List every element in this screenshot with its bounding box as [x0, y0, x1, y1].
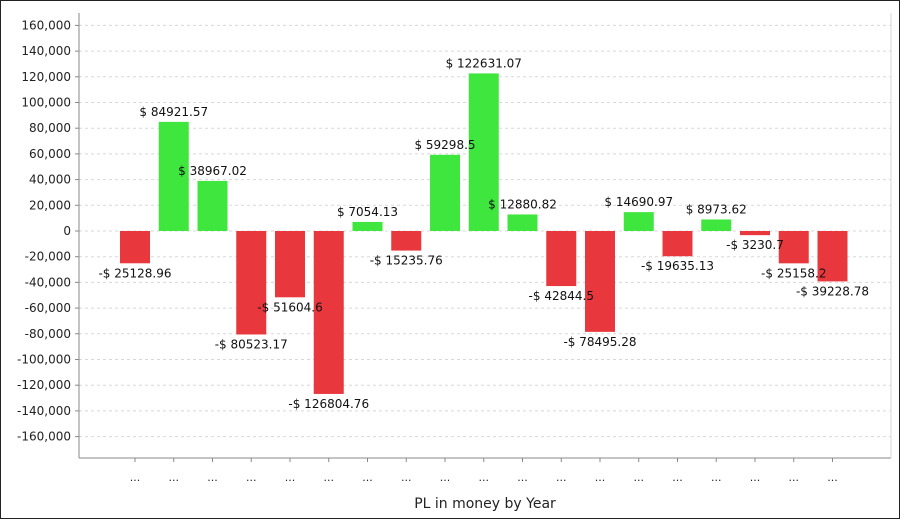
y-tick-label: -80,000: [25, 327, 71, 341]
x-tick-label: ...: [789, 471, 800, 484]
y-tick-label: -160,000: [17, 430, 71, 444]
data-label: -$ 15235.76: [370, 254, 443, 268]
bar: [585, 231, 615, 332]
x-tick-label: ...: [401, 471, 412, 484]
bar: [197, 180, 228, 231]
y-tick-label: 80,000: [29, 121, 71, 135]
bar: [662, 231, 693, 257]
bar: [430, 154, 460, 231]
x-tick-label: ...: [479, 471, 490, 484]
y-tick-label: 160,000: [21, 18, 71, 32]
x-tick-label: ...: [285, 471, 296, 484]
y-tick-label: 100,000: [21, 96, 71, 110]
data-label: -$ 126804.76: [288, 397, 369, 411]
x-tick-label: ...: [827, 471, 838, 484]
data-label: $ 12880.82: [488, 197, 557, 211]
y-tick-label: -100,000: [17, 353, 71, 367]
x-tick-label: ...: [556, 471, 567, 484]
y-tick-label: -60,000: [25, 301, 71, 315]
bar: [120, 231, 150, 264]
y-tick-label: 140,000: [21, 44, 71, 58]
data-label: $ 122631.07: [446, 56, 522, 70]
y-tick-label: -20,000: [25, 250, 71, 264]
x-axis-tick-labels: ........................................…: [130, 471, 838, 484]
bar: [546, 231, 577, 287]
x-tick-label: ...: [711, 471, 722, 484]
y-tick-label: 120,000: [21, 70, 71, 84]
data-label: -$ 51604.6: [257, 300, 322, 314]
data-label: $ 84921.57: [139, 105, 208, 119]
x-tick-label: ...: [362, 471, 373, 484]
data-label: -$ 39228.78: [796, 284, 869, 298]
axes: [75, 13, 892, 462]
data-label: $ 14690.97: [604, 195, 673, 209]
data-label: -$ 25158.2: [761, 266, 826, 280]
bar: [352, 221, 383, 231]
data-label: $ 38967.02: [178, 164, 247, 178]
data-label: -$ 19635.13: [641, 259, 714, 273]
bar: [778, 231, 809, 264]
bar: [507, 214, 538, 231]
bar: [740, 231, 770, 236]
data-label: -$ 25128.96: [98, 266, 171, 280]
x-tick-label: ...: [672, 471, 683, 484]
y-tick-label: 60,000: [29, 147, 71, 161]
x-tick-label: ...: [634, 471, 645, 484]
x-tick-label: ...: [246, 471, 257, 484]
x-tick-label: ...: [517, 471, 528, 484]
data-label: $ 7054.13: [337, 205, 398, 219]
bar: [236, 231, 267, 335]
y-tick-label: -120,000: [17, 378, 71, 392]
data-label: $ 8973.62: [686, 202, 747, 216]
bar: [313, 231, 344, 394]
x-tick-label: ...: [130, 471, 141, 484]
bar: [817, 231, 848, 282]
data-label: -$ 3230.7: [726, 238, 784, 252]
bar: [468, 73, 499, 232]
x-tick-label: ...: [207, 471, 218, 484]
y-tick-label: 40,000: [29, 173, 71, 187]
bar: [623, 212, 654, 231]
data-labels: -$ 25128.96 $ 84921.57 $ 38967.02 -$ 80523.…: [98, 56, 869, 411]
bar: [701, 219, 732, 231]
bar: [158, 121, 189, 231]
x-tick-label: ...: [595, 471, 606, 484]
data-label: $ 59298.5: [414, 138, 475, 152]
data-label: -$ 42844.5: [529, 289, 594, 303]
bars: [120, 73, 848, 394]
y-tick-label: -140,000: [17, 404, 71, 418]
y-tick-label: 0: [63, 224, 71, 238]
data-label: -$ 78495.28: [563, 335, 636, 349]
x-tick-label: ...: [324, 471, 335, 484]
y-tick-label: 20,000: [29, 198, 71, 212]
x-tick-label: ...: [440, 471, 451, 484]
bar: [391, 231, 422, 251]
y-tick-label: -40,000: [25, 275, 71, 289]
x-axis-title: PL in money by Year: [414, 496, 556, 512]
y-axis-tick-labels: 160,000 140,000 120,000 100,000 80,000 60,000…: [17, 18, 71, 443]
x-tick-label: ...: [169, 471, 180, 484]
bar: [275, 231, 305, 298]
data-label: -$ 80523.17: [215, 337, 288, 351]
x-tick-label: ...: [750, 471, 761, 484]
